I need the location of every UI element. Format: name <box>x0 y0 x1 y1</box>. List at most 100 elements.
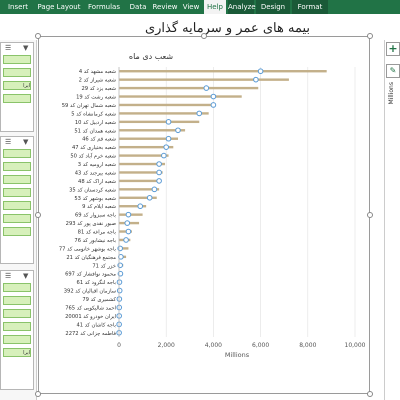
marker-point[interactable] <box>175 127 181 134</box>
resize-handle-br[interactable] <box>367 391 373 397</box>
multi-select-icon[interactable]: ☰ <box>5 138 12 146</box>
bar[interactable] <box>119 112 209 115</box>
marker-point[interactable] <box>125 211 132 218</box>
bar[interactable] <box>119 86 259 90</box>
slicer-item[interactable] <box>3 283 31 292</box>
ribbon-tab-design[interactable]: Design <box>256 0 290 14</box>
y-category-label: شعبه اراک کد 48 <box>78 178 116 185</box>
bar[interactable] <box>119 145 174 149</box>
resize-handle-bl[interactable] <box>35 391 41 397</box>
slicer-item[interactable] <box>3 149 31 158</box>
marker-point[interactable] <box>257 68 264 75</box>
marker-point[interactable] <box>124 220 131 226</box>
slicer-item[interactable] <box>3 188 31 197</box>
marker-point[interactable] <box>156 169 162 176</box>
slicer-item[interactable]: ایرا <box>3 348 31 357</box>
brush-icon[interactable]: ✎ <box>386 64 400 78</box>
slicer-item[interactable] <box>3 309 31 318</box>
slicer-item[interactable] <box>3 201 31 210</box>
bar[interactable] <box>119 70 327 73</box>
marker-point[interactable] <box>203 85 210 91</box>
marker-point[interactable] <box>151 186 158 193</box>
y-category-label: باجه بوشهر خانومی کد 77 <box>59 246 116 252</box>
marker-point[interactable] <box>116 279 123 285</box>
slicer-item[interactable] <box>3 335 31 344</box>
resize-handle-right[interactable] <box>367 212 373 218</box>
slicer-item[interactable] <box>3 296 31 305</box>
resize-handle-left[interactable] <box>35 212 41 218</box>
bar[interactable] <box>119 162 166 166</box>
ribbon-tab-analyze[interactable]: Analyze <box>228 0 256 14</box>
slicer-3[interactable]: ▼ ☰ ایرا <box>0 270 34 390</box>
marker-point[interactable] <box>210 102 217 108</box>
marker-point[interactable] <box>117 262 123 269</box>
chart-object[interactable]: شعب دی ماه 0 2,000 4,000 6,000 8,000 10,000 شعب… <box>38 36 370 394</box>
marker-point[interactable] <box>116 287 123 294</box>
slicer-item[interactable]: ايرا <box>3 81 31 90</box>
marker-point[interactable] <box>253 76 259 83</box>
multi-select-icon[interactable]: ☰ <box>5 272 12 280</box>
marker-point[interactable] <box>161 152 167 159</box>
marker-point[interactable] <box>163 144 169 150</box>
bar[interactable] <box>119 188 160 191</box>
slicer-2[interactable]: ▼ ☰ <box>0 136 34 264</box>
y-category-label: صبور نقدی پور کد 293 <box>66 221 117 227</box>
bar[interactable] <box>119 171 163 174</box>
ribbon-tab-data[interactable]: Data <box>129 3 147 11</box>
bar[interactable] <box>119 120 200 124</box>
marker-point[interactable] <box>156 161 162 167</box>
marker-point[interactable] <box>123 237 129 243</box>
resize-handle-tr[interactable] <box>367 33 373 39</box>
bar[interactable] <box>119 179 162 183</box>
marker-point[interactable] <box>137 203 144 210</box>
marker-point[interactable] <box>156 178 162 184</box>
marker-point[interactable] <box>146 194 153 201</box>
bar[interactable] <box>119 137 178 140</box>
slicer-item[interactable] <box>3 68 31 77</box>
ribbon-tab-view[interactable]: View <box>182 3 200 11</box>
bar[interactable] <box>119 154 169 157</box>
y-category-label: شعبه بیرجند کد 43 <box>75 170 116 176</box>
slicer-item[interactable] <box>3 175 31 184</box>
ribbon-tab-page-layout[interactable]: Page Layout <box>37 3 81 11</box>
bar[interactable] <box>119 78 289 81</box>
clear-filter-icon[interactable]: ▼ <box>23 44 29 52</box>
bar[interactable] <box>119 129 186 132</box>
slicer-item[interactable] <box>3 322 31 331</box>
clear-filter-icon[interactable]: ▼ <box>23 138 29 146</box>
marker-point[interactable] <box>118 254 124 260</box>
ribbon-tab-insert[interactable]: Insert <box>7 3 29 11</box>
ribbon-tab-formulas[interactable]: Formulas <box>88 3 120 11</box>
slicer-item[interactable] <box>3 94 31 103</box>
resize-handle-tl[interactable] <box>35 33 41 39</box>
plus-icon[interactable]: + <box>386 42 400 56</box>
bar[interactable] <box>119 247 129 250</box>
marker-point[interactable] <box>210 93 217 100</box>
clear-filter-icon[interactable]: ▼ <box>23 272 29 280</box>
ribbon-tab-format[interactable]: Format <box>292 0 328 14</box>
y-category-label: شعبه شمال تهران کد 59 <box>62 103 116 109</box>
slicer-item[interactable] <box>3 55 31 64</box>
slicer-item[interactable] <box>3 227 31 236</box>
bar[interactable] <box>119 230 132 233</box>
resize-handle-top[interactable] <box>201 33 207 39</box>
bar[interactable] <box>119 205 147 208</box>
bar[interactable] <box>119 95 242 98</box>
marker-point[interactable] <box>117 245 123 252</box>
ribbon-tab-review[interactable]: Review <box>152 3 178 11</box>
bar[interactable] <box>119 103 214 107</box>
ribbon-tabs: Insert Page Layout Formulas Data Review View H… <box>0 0 400 14</box>
y-category-label: مجتمع فرهنگیان کد 21 <box>66 254 116 261</box>
marker-point[interactable] <box>196 110 203 117</box>
marker-point[interactable] <box>165 135 172 142</box>
slicer-1[interactable]: ▼ ☰ ايرا <box>0 42 34 132</box>
slicer-item[interactable] <box>3 162 31 171</box>
marker-point[interactable] <box>125 228 132 235</box>
ribbon-tab-help[interactable]: Help <box>204 0 226 14</box>
multi-select-icon[interactable]: ☰ <box>5 44 12 52</box>
slicer-item[interactable] <box>3 214 31 223</box>
marker-point[interactable] <box>165 119 172 125</box>
y-category-label: باجه کاشان کد 41 <box>76 322 116 328</box>
bar[interactable] <box>119 196 157 199</box>
sheet-title-area: بیمه های عمر و سرمایه گذاری <box>34 14 370 40</box>
